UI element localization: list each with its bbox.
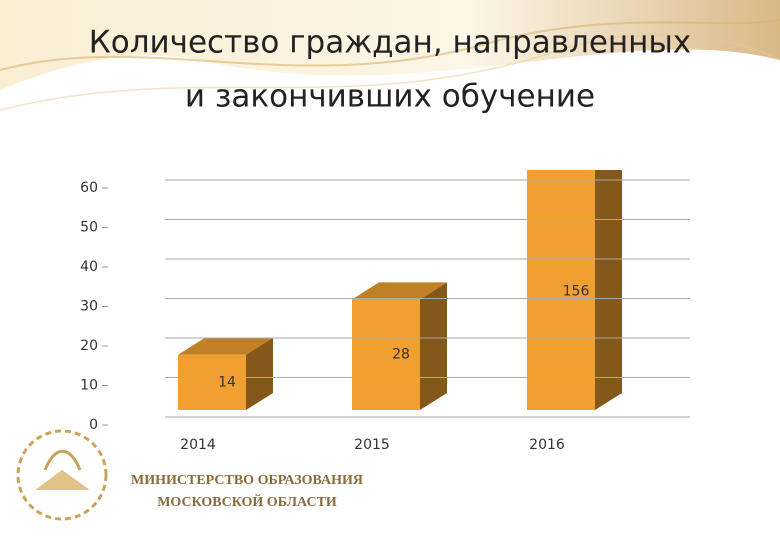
x-tick-label: 2015 <box>354 437 390 453</box>
bar-side <box>420 282 447 410</box>
bar-top <box>352 282 447 300</box>
bar-side <box>595 170 622 410</box>
y-tick-label: 30 <box>80 299 98 315</box>
footer-line: МОСКОВСКОЙ ОБЛАСТИ <box>157 493 337 510</box>
plot <box>178 170 622 411</box>
y-tick-label: 20 <box>80 338 98 354</box>
background-decor <box>0 0 780 111</box>
y-tick-label: 60 <box>80 180 98 196</box>
x-tick-label: 2014 <box>180 437 216 453</box>
logo <box>16 429 108 521</box>
bar-side <box>246 337 273 410</box>
bar <box>178 354 246 410</box>
data-label: 28 <box>392 347 410 363</box>
y-tick-label: 40 <box>80 259 98 275</box>
chart-title: Количество граждан, направленных <box>89 25 692 61</box>
bar <box>527 170 595 411</box>
x-tick-label: 2016 <box>529 437 565 453</box>
y-tick-label: 0 <box>89 417 98 433</box>
y-tick-label: 50 <box>80 220 98 236</box>
y-tick-label: 10 <box>80 378 98 394</box>
chart-subtitle: и закончивших обучение <box>185 79 595 115</box>
footer-line: МИНИСТЕРСТВО ОБРАЗОВАНИЯ <box>131 473 363 488</box>
data-label: 14 <box>218 374 236 390</box>
bar <box>352 299 420 410</box>
bar-top <box>178 337 273 355</box>
data-label: 156 <box>563 284 590 300</box>
